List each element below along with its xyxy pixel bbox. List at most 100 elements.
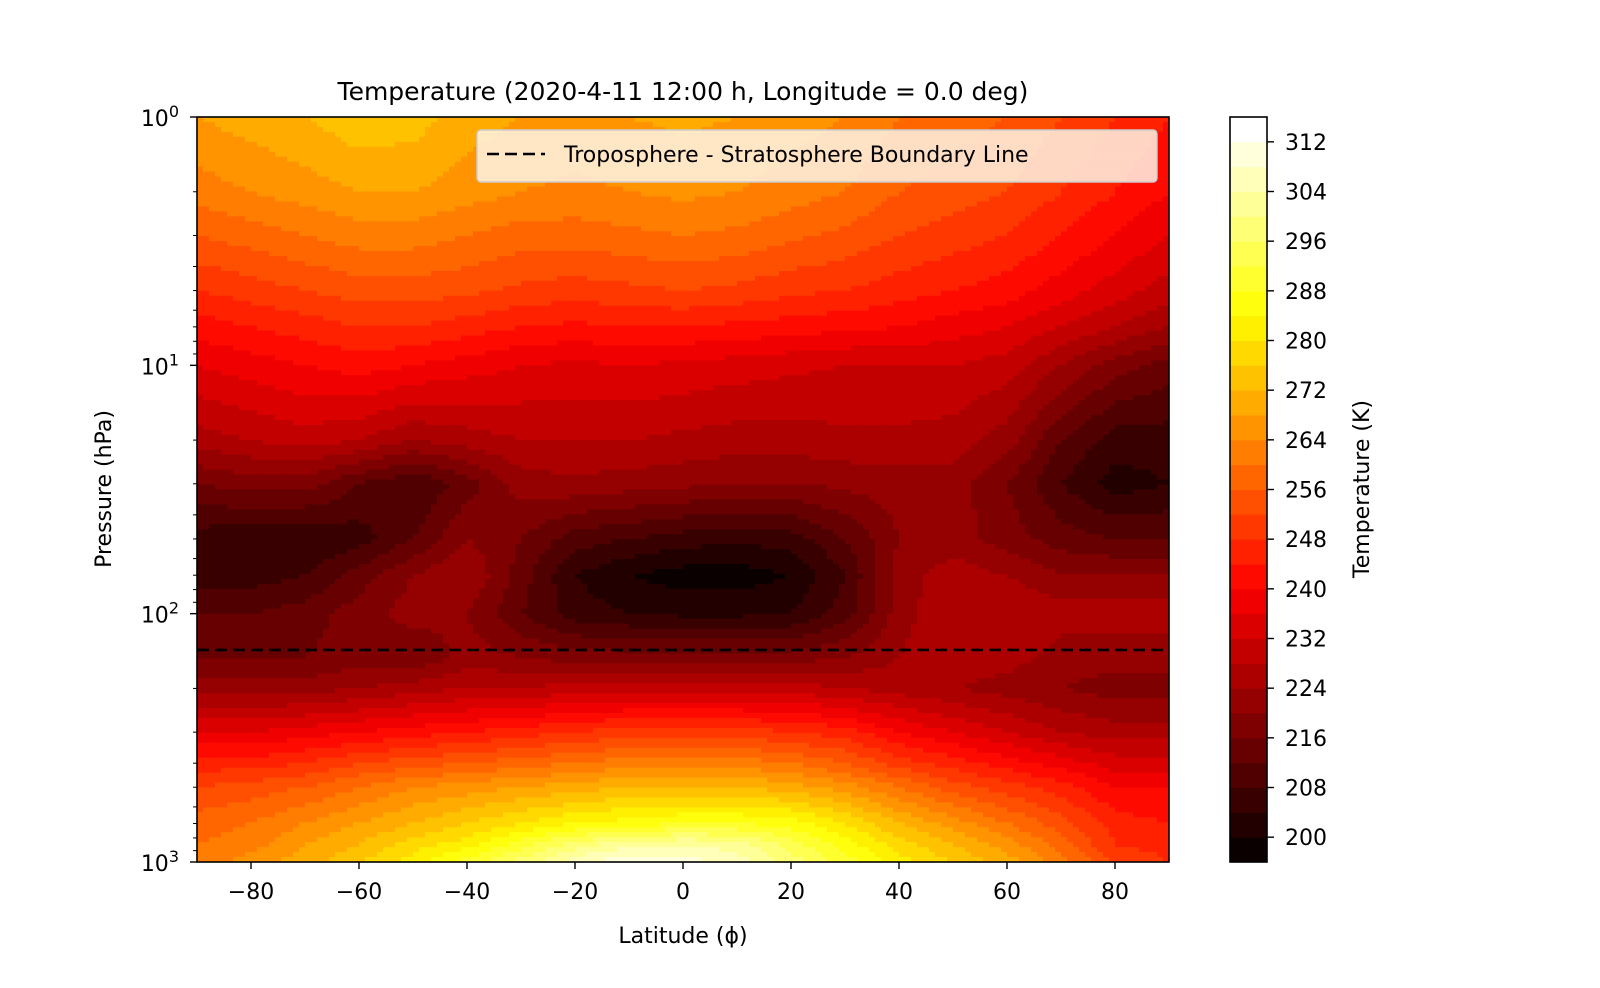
contour-cell — [923, 117, 930, 123]
contour-cell — [815, 236, 822, 242]
contour-cell — [839, 226, 846, 232]
contour-cell — [353, 122, 360, 128]
contour-cell — [791, 201, 798, 207]
contour-cell — [1013, 246, 1020, 252]
contour-cell — [383, 132, 390, 138]
contour-cell — [839, 192, 846, 198]
contour-cell — [599, 221, 606, 227]
contour-cell — [317, 226, 324, 232]
contour-cell — [611, 256, 618, 262]
contour-cell — [203, 172, 210, 178]
contour-cell — [431, 221, 438, 227]
contour-cell — [305, 226, 312, 232]
contour-cell — [287, 236, 294, 242]
contour-cell — [389, 256, 396, 262]
contour-cell — [815, 122, 822, 128]
contour-cell — [353, 261, 360, 267]
contour-cell — [1103, 122, 1110, 128]
contour-cell — [869, 196, 876, 202]
contour-cell — [245, 162, 252, 168]
contour-cell — [389, 182, 396, 188]
contour-cell — [587, 226, 594, 232]
contour-cell — [695, 216, 702, 222]
contour-cell — [305, 177, 312, 183]
contour-cell — [257, 221, 264, 227]
contour-cell — [287, 246, 294, 252]
contour-cell — [335, 226, 342, 232]
contour-cell — [683, 187, 690, 193]
contour-cell — [653, 246, 660, 252]
contour-cell — [761, 261, 768, 267]
contour-cell — [449, 127, 456, 133]
contour-cell — [893, 196, 900, 202]
contour-cell — [893, 246, 900, 252]
contour-cell — [317, 187, 324, 193]
contour-cell — [317, 127, 324, 133]
contour-cell — [593, 236, 600, 242]
contour-cell — [437, 266, 444, 272]
contour-cell — [1145, 241, 1152, 247]
contour-cell — [959, 231, 966, 237]
contour-cell — [881, 216, 888, 222]
contour-cell — [803, 226, 810, 232]
contour-cell — [743, 256, 750, 262]
contour-cell — [257, 196, 264, 202]
contour-cell — [1037, 226, 1044, 232]
contour-cell — [845, 236, 852, 242]
contour-cell — [845, 226, 852, 232]
contour-cell — [329, 157, 336, 163]
contour-cell — [443, 246, 450, 252]
contour-cell — [899, 216, 906, 222]
contour-cell — [233, 177, 240, 183]
contour-cell — [653, 261, 660, 267]
contour-cell — [287, 221, 294, 227]
contour-cell — [251, 162, 258, 168]
contour-cell — [809, 196, 816, 202]
contour-cell — [305, 142, 312, 148]
contour-cell — [761, 196, 768, 202]
contour-cell — [299, 251, 306, 257]
contour-cell — [317, 157, 324, 163]
contour-cell — [797, 231, 804, 237]
contour-cell — [953, 221, 960, 227]
contour-cell — [833, 236, 840, 242]
contour-cell — [923, 246, 930, 252]
contour-cell — [737, 206, 744, 212]
contour-cell — [323, 256, 330, 262]
contour-cell — [1025, 246, 1032, 252]
contour-cell — [395, 256, 402, 262]
contour-cell — [899, 241, 906, 247]
contour-cell — [731, 256, 738, 262]
contour-cell — [755, 196, 762, 202]
contour-cell — [1157, 122, 1164, 128]
contour-cell — [605, 236, 612, 242]
contour-cell — [1157, 221, 1164, 227]
contour-cell — [1049, 236, 1056, 242]
contour-cell — [257, 117, 264, 123]
contour-cell — [815, 246, 822, 252]
contour-cell — [455, 206, 462, 212]
contour-cell — [353, 241, 360, 247]
contour-cell — [491, 231, 498, 237]
contour-cell — [389, 122, 396, 128]
contour-cell — [653, 117, 660, 123]
contour-cell — [779, 261, 786, 267]
contour-cell — [1157, 137, 1164, 143]
contour-cell — [215, 147, 222, 153]
contour-cell — [503, 226, 510, 232]
contour-cell — [791, 117, 798, 123]
contour-cell — [899, 266, 906, 272]
contour-cell — [527, 261, 534, 267]
contour-cell — [569, 256, 576, 262]
contour-cell — [575, 187, 582, 193]
contour-cell — [971, 236, 978, 242]
contour-cell — [407, 127, 414, 133]
contour-cell — [761, 266, 768, 272]
contour-cell — [887, 196, 894, 202]
contour-cell — [641, 187, 648, 193]
contour-cell — [1061, 122, 1068, 128]
contour-cell — [299, 117, 306, 123]
contour-cell — [935, 192, 942, 198]
contour-cell — [935, 266, 942, 272]
contour-cell — [311, 196, 318, 202]
